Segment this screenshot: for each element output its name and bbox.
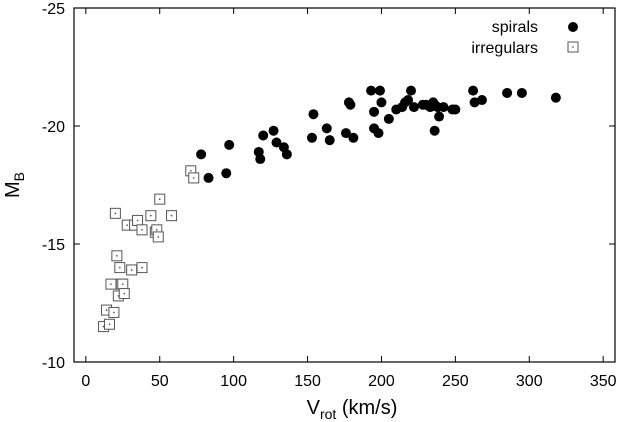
spiral-point <box>308 109 319 120</box>
spiral-point <box>434 111 445 122</box>
spiral-point <box>255 154 266 165</box>
spiral-point <box>369 106 380 117</box>
spiral-point <box>321 123 332 134</box>
irregular-point-dot <box>189 170 192 172</box>
irregular-point-dot <box>170 214 173 217</box>
spiral-point <box>340 128 351 139</box>
spiral-point <box>196 149 207 160</box>
legend-marker-spirals <box>568 22 578 32</box>
spiral-point <box>373 128 384 139</box>
y-axis-title: MB <box>2 172 27 198</box>
spiral-point <box>429 125 440 136</box>
spiral-point <box>516 87 527 98</box>
spiral-point <box>550 92 561 103</box>
x-tick-label: 150 <box>294 373 321 390</box>
spiral-point <box>376 97 387 108</box>
plot-frame <box>73 7 616 363</box>
x-tick-label: 300 <box>516 373 543 390</box>
legend: spirals irregulars <box>471 19 579 57</box>
x-axis-title-unit: (km/s) <box>336 397 397 419</box>
spiral-point <box>406 85 417 96</box>
spiral-point <box>366 85 377 96</box>
x-tick-label: 350 <box>590 373 617 390</box>
x-tick-label: 100 <box>220 373 247 390</box>
y-tick-label: -25 <box>42 1 65 18</box>
irregular-point-dot <box>117 295 120 297</box>
irregular-point-dot <box>136 219 139 222</box>
spiral-point <box>221 168 232 179</box>
legend-label-spirals: spirals <box>492 19 538 36</box>
spiral-point <box>374 85 385 96</box>
data-points <box>98 85 561 333</box>
irregular-point-dot <box>157 236 160 238</box>
irregular-point-dot <box>141 266 143 269</box>
y-tick-label: -20 <box>42 119 65 136</box>
x-axis-title: Vrot (km/s) <box>307 397 398 422</box>
irregular-point-dot <box>150 214 152 217</box>
x-tick-label: 200 <box>368 373 395 390</box>
spiral-point <box>258 130 269 141</box>
irregular-point-dot <box>126 224 129 226</box>
spiral-point <box>224 139 235 150</box>
irregular-point-dot <box>158 198 161 200</box>
spiral-point <box>383 113 394 124</box>
spiral-point <box>468 85 479 96</box>
irregular-point-dot <box>108 323 111 326</box>
irregular-point-dot <box>123 292 126 295</box>
irregular-point-dot <box>141 229 143 231</box>
x-tick-label: 0 <box>81 373 90 390</box>
legend-marker-irregulars-dot <box>572 46 574 48</box>
spiral-point <box>268 125 279 136</box>
irregular-point-dot <box>192 177 195 179</box>
spiral-point <box>348 132 359 143</box>
irregular-point-dot <box>119 266 121 269</box>
x-axis-title-main: V <box>307 397 321 419</box>
plot-area: 0 50 100 150 200 250 300 350 -10 -15 -20 -25 <box>42 1 617 390</box>
irregular-point-dot <box>102 325 105 328</box>
spiral-point <box>271 137 282 148</box>
spiral-point <box>403 95 414 106</box>
spiral-point <box>203 172 214 183</box>
spiral-point <box>324 135 335 146</box>
irregular-point-dot <box>105 309 108 311</box>
y-axis-title-main: M <box>2 181 24 198</box>
x-tick-label: 250 <box>442 373 469 390</box>
y-axis-title-sub: B <box>11 172 27 181</box>
spiral-point <box>281 149 292 160</box>
irregular-point-dot <box>130 269 133 271</box>
irregular-point-dot <box>155 229 158 231</box>
axis-ticks: 0 50 100 150 200 250 300 350 -10 -15 -20 -25 <box>42 1 617 390</box>
spiral-point <box>450 104 461 115</box>
y-tick-label: -10 <box>42 355 65 372</box>
spiral-point <box>502 87 513 98</box>
y-tick-label: -15 <box>42 237 65 254</box>
spiral-point <box>408 102 419 113</box>
irregular-point-dot <box>121 283 124 285</box>
x-axis-title-sub: rot <box>320 406 336 422</box>
irregular-point-dot <box>113 311 115 314</box>
spiral-point <box>306 132 317 143</box>
legend-label-irregulars: irregulars <box>471 40 538 57</box>
spiral-point <box>476 95 487 106</box>
spiral-point <box>345 99 356 110</box>
irregular-point-dot <box>116 255 118 257</box>
irregular-point-dot <box>114 212 117 215</box>
irregular-point-dot <box>110 283 112 285</box>
spiral-point <box>438 102 449 113</box>
x-tick-label: 50 <box>151 373 169 390</box>
